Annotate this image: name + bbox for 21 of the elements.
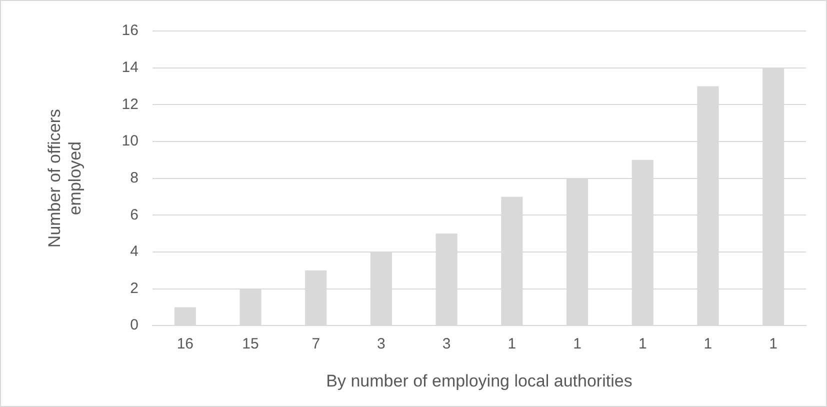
y-tick-label: 2	[130, 280, 138, 297]
x-tick-label: 1	[769, 336, 778, 353]
x-tick-label: 1	[508, 336, 516, 353]
y-axis-title: Number of officers employed	[44, 109, 84, 248]
y-tick-label: 4	[130, 243, 138, 260]
x-tick-label: 1	[638, 336, 647, 353]
x-tick-label: 3	[442, 336, 451, 353]
y-tick-label: 0	[130, 316, 138, 334]
x-tick-label: 1	[704, 336, 712, 353]
x-tick-label: 15	[242, 336, 259, 353]
x-tick-label: 7	[312, 336, 320, 353]
y-tick-label: 12	[122, 96, 138, 113]
y-tick-label: 16	[122, 22, 138, 40]
y-tick-label: 14	[122, 58, 138, 76]
x-tick-label: 16	[176, 336, 194, 353]
x-tick-label: 3	[377, 336, 386, 353]
x-tick-label: 1	[573, 336, 582, 353]
x-axis-title: By number of employing local authorities	[326, 371, 632, 390]
y-tick-label: 10	[122, 132, 138, 150]
y-tick-label: 8	[130, 169, 138, 186]
y-tick-label: 6	[130, 206, 138, 224]
